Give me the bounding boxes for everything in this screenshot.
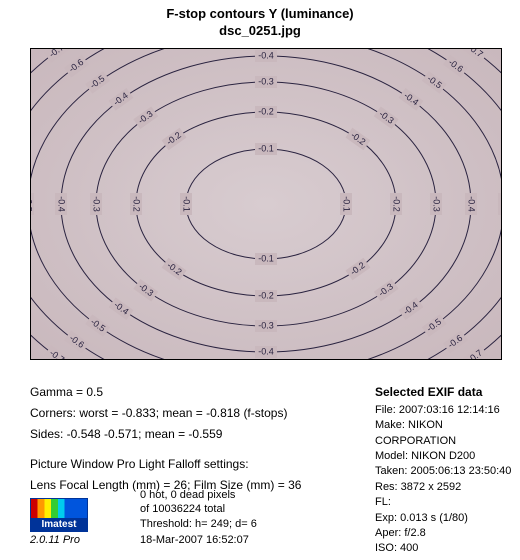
exif-exp: Exp: 0.013 s (1/80): [375, 511, 515, 526]
exif-model: Model: NIKON D200: [375, 449, 515, 464]
sides-line: Sides: -0.548 -0.571; mean = -0.559: [30, 426, 370, 443]
svg-text:-0.4: -0.4: [258, 346, 274, 356]
svg-text:-0.2: -0.2: [132, 196, 142, 212]
exif-iso: ISO: 400: [375, 541, 515, 556]
exif-title: Selected EXIF data: [375, 384, 515, 401]
svg-text:-0.3: -0.3: [258, 320, 274, 330]
pix-line3: Threshold: h= 249; d= 6: [140, 517, 257, 531]
svg-text:-0.5: -0.5: [31, 196, 34, 212]
svg-text:-0.1: -0.1: [342, 196, 352, 212]
svg-text:-0.1: -0.1: [182, 196, 192, 212]
exif-aper: Aper: f/2.8: [375, 526, 515, 541]
svg-text:-0.1: -0.1: [258, 143, 274, 153]
exif-res: Res: 3872 x 2592: [375, 480, 515, 495]
svg-text:-0.2: -0.2: [392, 196, 402, 212]
contour-svg: -0.1-0.1-0.1-0.1-0.2-0.2-0.2-0.2-0.2-0.2…: [31, 49, 501, 359]
pix-line2: of 10036224 total: [140, 502, 257, 516]
exif-make: Make: NIKON CORPORATION: [375, 418, 515, 449]
svg-text:-0.1: -0.1: [258, 253, 274, 263]
svg-text:-0.3: -0.3: [92, 196, 102, 212]
svg-text:-0.3: -0.3: [258, 76, 274, 86]
pix-line1: 0 hot, 0 dead pixels: [140, 488, 257, 502]
contour-plot: -0.1-0.1-0.1-0.1-0.2-0.2-0.2-0.2-0.2-0.2…: [30, 48, 502, 360]
svg-text:-0.4: -0.4: [258, 50, 274, 60]
svg-text:-0.4: -0.4: [467, 196, 477, 212]
title-line2: dsc_0251.jpg: [0, 23, 520, 40]
exif-block: Selected EXIF data File: 2007:03:16 12:1…: [375, 384, 515, 557]
svg-text:-0.5: -0.5: [500, 196, 501, 212]
version-text: 2.0.11 Pro: [30, 534, 80, 546]
gamma-line: Gamma = 0.5: [30, 384, 370, 401]
pixel-stats: 0 hot, 0 dead pixels of 10036224 total T…: [140, 488, 257, 531]
run-date: 18-Mar-2007 16:52:07: [140, 534, 249, 546]
svg-text:-0.2: -0.2: [258, 290, 274, 300]
logo-text: Imatest: [31, 518, 87, 531]
corners-line: Corners: worst = -0.833; mean = -0.818 (…: [30, 405, 370, 422]
svg-text:-0.4: -0.4: [57, 196, 67, 212]
imatest-logo: Imatest: [30, 498, 88, 532]
title-line1: F-stop contours Y (luminance): [0, 6, 520, 23]
svg-text:-0.2: -0.2: [258, 106, 274, 116]
stats-block: Gamma = 0.5 Corners: worst = -0.833; mea…: [30, 384, 370, 498]
exif-taken: Taken: 2005:06:13 23:50:40: [375, 464, 515, 479]
chart-title: F-stop contours Y (luminance) dsc_0251.j…: [0, 0, 520, 40]
svg-text:-0.3: -0.3: [432, 196, 442, 212]
exif-fl: FL:: [375, 495, 515, 510]
exif-file: File: 2007:03:16 12:14:16: [375, 403, 515, 418]
pw-heading: Picture Window Pro Light Falloff setting…: [30, 456, 370, 473]
